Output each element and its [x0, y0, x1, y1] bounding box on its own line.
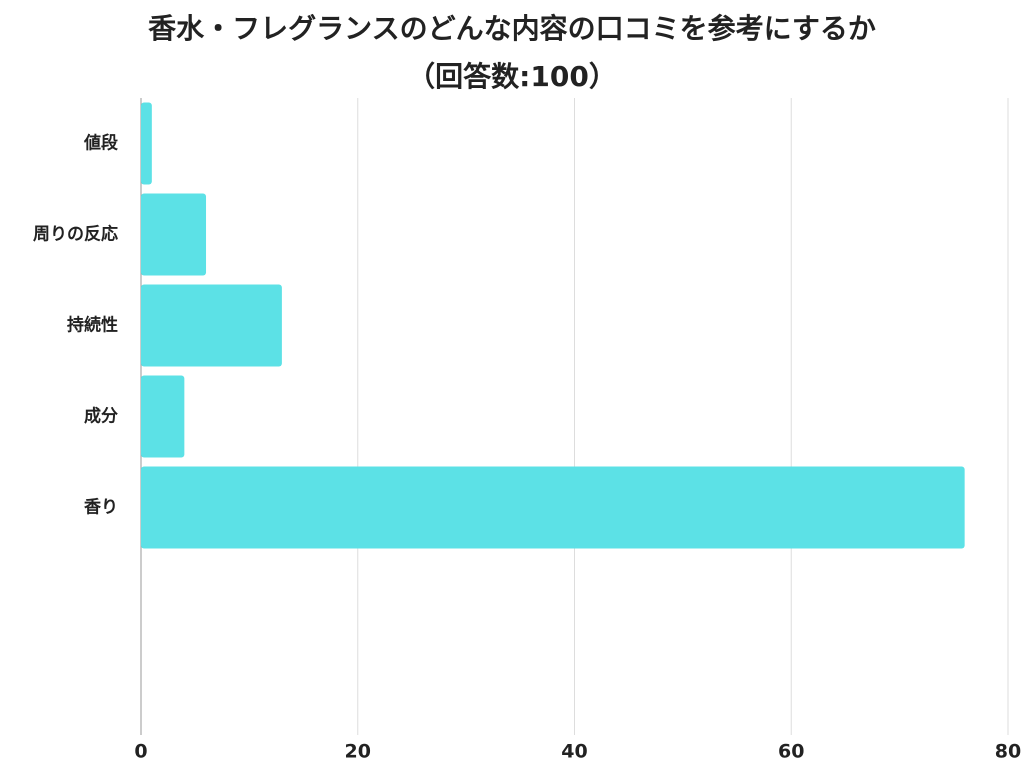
bar: [141, 466, 965, 549]
y-tick-label: 周りの反応: [33, 224, 118, 245]
y-tick-label: 香り: [84, 498, 118, 518]
chart-subtitle: （回答数:100）: [407, 60, 617, 93]
y-tick-label: 持続性: [67, 315, 118, 336]
x-tick-label: 20: [345, 741, 371, 763]
bar: [141, 102, 152, 185]
y-tick-label: 成分: [84, 406, 118, 427]
chart-title: 香水・フレグランスのどんな内容の口コミを参考にするか: [148, 12, 876, 45]
x-tick-label: 0: [134, 741, 147, 763]
bar: [141, 375, 185, 458]
x-tick-label: 80: [995, 741, 1021, 763]
bar: [141, 193, 207, 276]
bar: [141, 284, 282, 367]
y-tick-label: 値段: [83, 133, 118, 154]
x-tick-label: 40: [561, 741, 587, 763]
x-tick-label: 60: [778, 741, 804, 763]
